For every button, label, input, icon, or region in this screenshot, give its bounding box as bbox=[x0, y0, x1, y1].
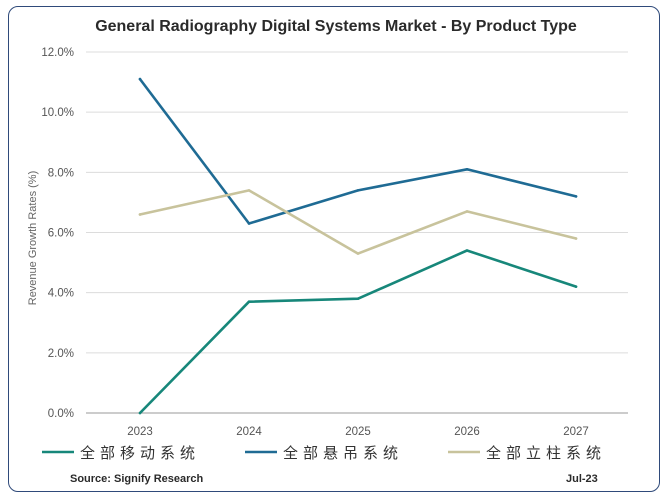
data-point bbox=[356, 297, 360, 300]
data-point bbox=[574, 237, 578, 240]
y-tick-label: 12.0% bbox=[41, 47, 74, 59]
data-point bbox=[247, 222, 251, 225]
y-tick-label: 2.0% bbox=[48, 348, 74, 360]
data-point bbox=[465, 168, 469, 171]
legend-label: 全部立柱系统 bbox=[486, 444, 606, 462]
date-note: Jul-23 bbox=[566, 473, 598, 485]
series-line-3 bbox=[138, 189, 578, 255]
data-point bbox=[138, 213, 142, 216]
data-point bbox=[247, 300, 251, 303]
data-point bbox=[356, 252, 360, 255]
legend-label: 全部悬吊系统 bbox=[283, 444, 403, 462]
x-tick-label: 2025 bbox=[345, 426, 371, 438]
data-point bbox=[138, 77, 142, 81]
chart-title: General Radiography Digital Systems Mark… bbox=[95, 18, 577, 35]
x-tick-label: 2026 bbox=[454, 426, 480, 438]
legend-label: 全部移动系统 bbox=[80, 444, 200, 462]
series-line-2 bbox=[138, 77, 578, 225]
y-tick-label: 4.0% bbox=[48, 288, 74, 300]
data-point bbox=[138, 411, 142, 415]
y-tick-label: 10.0% bbox=[41, 107, 74, 119]
data-point bbox=[465, 249, 469, 252]
series-line-1 bbox=[138, 249, 578, 415]
x-tick-label: 2024 bbox=[236, 426, 262, 438]
data-point bbox=[465, 210, 469, 213]
y-tick-label: 8.0% bbox=[48, 167, 74, 179]
data-point bbox=[247, 189, 251, 192]
x-tick-label: 2027 bbox=[563, 426, 589, 438]
chart-frame bbox=[8, 6, 660, 492]
y-axis-label: Revenue Growth Rates (%) bbox=[27, 171, 39, 306]
y-tick-label: 6.0% bbox=[48, 228, 74, 240]
data-point bbox=[356, 189, 360, 192]
data-point bbox=[574, 285, 578, 288]
data-point bbox=[574, 195, 578, 198]
source-note: Source: Signify Research bbox=[70, 473, 204, 485]
x-tick-label: 2023 bbox=[127, 426, 153, 438]
y-tick-label: 0.0% bbox=[48, 408, 74, 420]
